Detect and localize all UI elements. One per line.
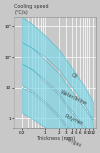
Text: Polymer: Polymer [64, 113, 84, 126]
Text: Cooling speed
(°C/s): Cooling speed (°C/s) [14, 4, 49, 15]
X-axis label: Thickness (mm): Thickness (mm) [36, 136, 75, 142]
Text: Oil: Oil [70, 72, 78, 79]
Text: Air/gas: Air/gas [65, 136, 83, 148]
Text: Water/brine: Water/brine [60, 89, 88, 105]
